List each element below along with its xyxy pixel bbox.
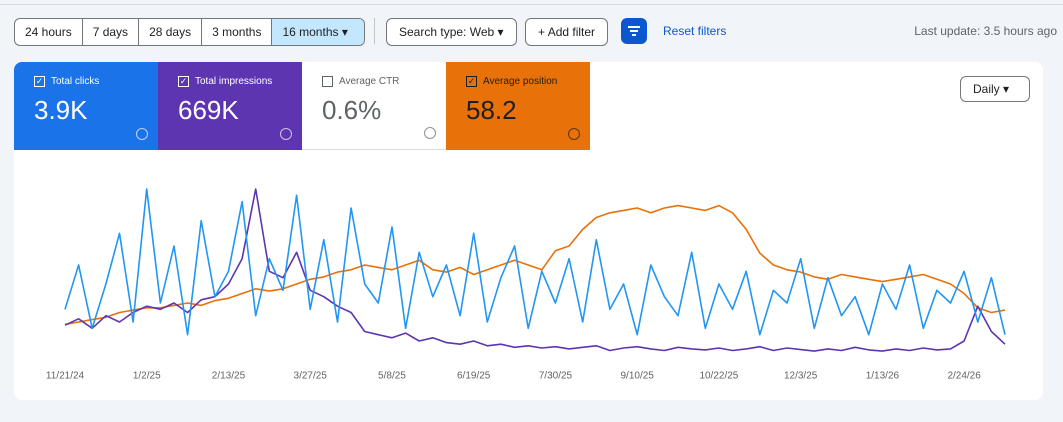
x-tick-label: 2/13/25 (212, 371, 246, 382)
metric-checkbox: ✓ (178, 76, 189, 87)
help-icon (568, 128, 580, 140)
metric-value: 669K (178, 95, 239, 125)
metric-value: 58.2 (466, 95, 517, 125)
filter-glyph (628, 26, 640, 36)
x-tick-label: 1/13/26 (866, 371, 900, 382)
metric-value: 0.6% (322, 95, 382, 125)
granularity-label: Daily (973, 82, 1000, 96)
filter-icon[interactable] (621, 18, 647, 44)
x-tick-label: 5/8/25 (378, 371, 406, 382)
glyph-lines (628, 26, 640, 36)
metric-label: Total clicks (51, 76, 100, 87)
metric-header: ✓ Average position (466, 76, 590, 87)
metric-header: ✓ Total clicks (34, 76, 158, 87)
range-option[interactable]: 7 days (83, 19, 140, 45)
metric-header: ✓ Total impressions (178, 76, 302, 87)
metric-value: 3.9K (34, 95, 88, 125)
chart: 11/21/24 1/2/25 2/13/25 3/27/25 5/8/25 6/19/2… (46, 188, 1006, 382)
range-selector: 24 hours 7 days 28 days 3 months 16 months ▾ (14, 18, 365, 46)
metric-tile[interactable]: ✓ Total impressions 669K (158, 62, 302, 150)
x-tick-label: 1/2/25 (133, 371, 161, 382)
divider (0, 4, 1063, 5)
performance-card: Daily ▾ 11/21/24 1/2/25 2/13/25 3/27/25 5/8/… (14, 62, 1043, 400)
add-filter-button[interactable]: + Add filter (525, 18, 609, 46)
range-option[interactable]: 3 months (202, 19, 273, 45)
x-tick-label: 3/27/25 (294, 371, 328, 382)
range-option[interactable]: 16 months ▾ (272, 19, 364, 45)
separator (374, 18, 375, 44)
metric-checkbox: ✓ (466, 76, 477, 87)
x-tick-label: 2/24/26 (947, 371, 981, 382)
help-icon (280, 128, 292, 140)
x-tick-label: 7/30/25 (539, 371, 573, 382)
range-option[interactable]: 28 days (139, 19, 203, 45)
metric-tile[interactable]: ✓ Total clicks 3.9K (14, 62, 158, 150)
granularity-dropdown[interactable]: Daily ▾ (960, 76, 1030, 102)
range-option[interactable]: 24 hours (15, 19, 83, 45)
x-tick-label: 12/3/25 (784, 371, 818, 382)
last-update: Last update: 3.5 hours ago (914, 24, 1057, 38)
x-tick-label: 10/22/25 (699, 371, 738, 382)
series-line (64, 204, 1006, 326)
metric-label: Average position (483, 76, 558, 87)
help-icon (424, 127, 436, 139)
metric-header: Average CTR (322, 76, 446, 87)
x-tick-label: 9/10/25 (620, 371, 654, 382)
metric-tile[interactable]: Average CTR 0.6% (302, 62, 446, 150)
metric-label: Average CTR (339, 76, 400, 87)
reset-filters-link[interactable]: Reset filters (663, 24, 727, 38)
help-icon (136, 128, 148, 140)
series-line (64, 188, 1006, 352)
metric-checkbox (322, 76, 333, 87)
metric-tile[interactable]: ✓ Average position 58.2 (446, 62, 590, 150)
series-line (64, 188, 1006, 336)
search-type-label: Search type: Web (399, 25, 495, 39)
metric-label: Total impressions (195, 76, 273, 87)
x-tick-label: 11/21/24 (46, 371, 85, 382)
x-tick-label: 6/19/25 (457, 371, 491, 382)
metric-checkbox: ✓ (34, 76, 45, 87)
search-type-dropdown[interactable]: Search type: Web ▾ (386, 18, 517, 46)
add-filter-label: Add filter (547, 25, 596, 39)
